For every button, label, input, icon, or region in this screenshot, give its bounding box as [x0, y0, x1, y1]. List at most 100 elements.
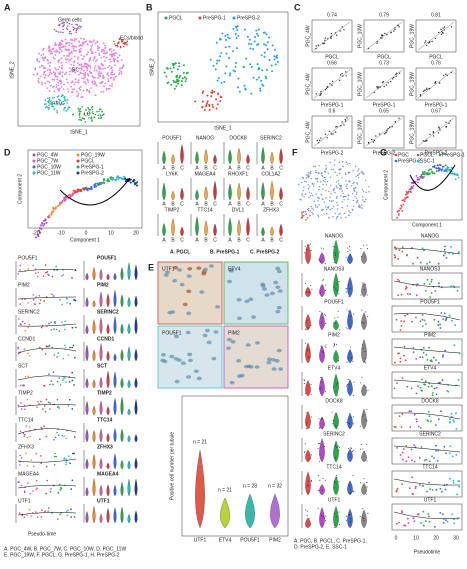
cell-dot	[347, 357, 349, 358]
cell-dot	[61, 321, 63, 323]
cell-dot	[69, 70, 71, 73]
gene-name: SERINC2	[323, 431, 345, 437]
cell-dot	[325, 322, 327, 324]
group-label: B	[204, 237, 208, 243]
violin	[85, 296, 89, 308]
cell-dot	[429, 173, 431, 175]
cell-dot	[56, 431, 58, 434]
cell-dot	[301, 216, 304, 219]
nucleus	[275, 285, 281, 289]
gene-name: POU5F1	[18, 255, 38, 261]
cell-dot	[319, 427, 321, 428]
cell-dot	[337, 445, 339, 447]
cell-dot	[91, 80, 94, 83]
cell-dot	[344, 118, 346, 121]
cell-dot	[314, 204, 317, 206]
cell-dot	[430, 168, 432, 171]
cell-dot	[325, 167, 327, 169]
cell-dot	[27, 326, 29, 329]
cell-dot	[323, 213, 325, 215]
cell-dot	[457, 379, 460, 381]
cell-dot	[353, 490, 355, 492]
cell-dot	[403, 345, 406, 348]
cell-dot	[109, 58, 111, 61]
cell-dot	[431, 455, 433, 458]
cell-dot	[303, 215, 305, 217]
plot-frame	[391, 272, 463, 300]
cell-dot	[431, 385, 433, 387]
cell-dot	[347, 453, 349, 455]
cell-dot	[338, 183, 340, 185]
cell-dot	[86, 43, 89, 46]
cell-dot	[456, 289, 459, 292]
cell-dot	[450, 285, 452, 287]
cell-dot	[51, 78, 54, 81]
cell-dot	[454, 324, 457, 327]
cell-dot	[52, 47, 55, 50]
cell-dot	[310, 416, 312, 418]
cell-dot	[357, 170, 359, 172]
cell-dot	[20, 484, 23, 487]
cell-dot	[255, 78, 258, 81]
cell-dot	[268, 59, 271, 61]
cell-dot	[89, 71, 92, 74]
cell-dot	[362, 173, 364, 175]
cell-dot	[341, 161, 344, 163]
cell-dot	[89, 64, 91, 67]
panel-label: C	[294, 2, 301, 12]
cell-dot	[45, 345, 48, 348]
cell-dot	[49, 103, 51, 105]
gene-name: SERINC2	[97, 309, 119, 315]
cell-dot	[387, 82, 389, 84]
cell-dot	[201, 92, 204, 94]
cell-dot	[215, 62, 218, 65]
cell-dot	[318, 197, 320, 199]
violin	[92, 454, 96, 470]
cell-dot	[117, 42, 120, 44]
cell-dot	[21, 514, 24, 517]
violin	[127, 296, 131, 308]
violin	[246, 186, 250, 201]
violin	[120, 267, 124, 281]
nucleus	[160, 358, 166, 363]
cell-dot	[331, 207, 333, 210]
cell-dot	[307, 176, 309, 179]
cell-dot	[443, 312, 446, 315]
fit-line	[365, 21, 403, 51]
cell-dot	[421, 378, 423, 381]
violin	[305, 410, 311, 430]
cell-dot	[96, 40, 99, 43]
cell-dot	[304, 282, 306, 284]
cell-dot	[177, 80, 180, 83]
cell-dot	[32, 490, 34, 492]
cell-dot	[415, 420, 418, 423]
cell-dot	[342, 165, 344, 167]
cell-dot	[79, 89, 82, 91]
cell-dot	[402, 458, 404, 461]
cell-dot	[118, 72, 121, 74]
violin	[279, 148, 283, 165]
cell-dot	[417, 178, 420, 181]
violin	[106, 508, 110, 524]
cell-dot	[45, 106, 47, 109]
cell-dot	[309, 214, 311, 217]
gene-name: TTC14	[326, 464, 342, 470]
cell-dot	[124, 41, 126, 44]
cell-dot	[265, 77, 268, 80]
cell-dot	[401, 250, 404, 253]
violin	[204, 148, 208, 165]
cell-dot	[445, 73, 447, 75]
cell-dot	[72, 189, 75, 192]
cell-dot	[121, 38, 123, 41]
cell-dot	[225, 65, 228, 68]
cell-dot	[317, 216, 320, 218]
cell-dot	[43, 385, 46, 387]
cell-dot	[398, 117, 400, 120]
violin	[134, 348, 138, 362]
cell-dot	[74, 299, 77, 302]
cell-dot	[99, 75, 102, 77]
cell-dot	[320, 387, 322, 389]
nucleus	[278, 367, 284, 371]
cell-dot	[349, 413, 351, 415]
cell-dot	[67, 108, 69, 110]
